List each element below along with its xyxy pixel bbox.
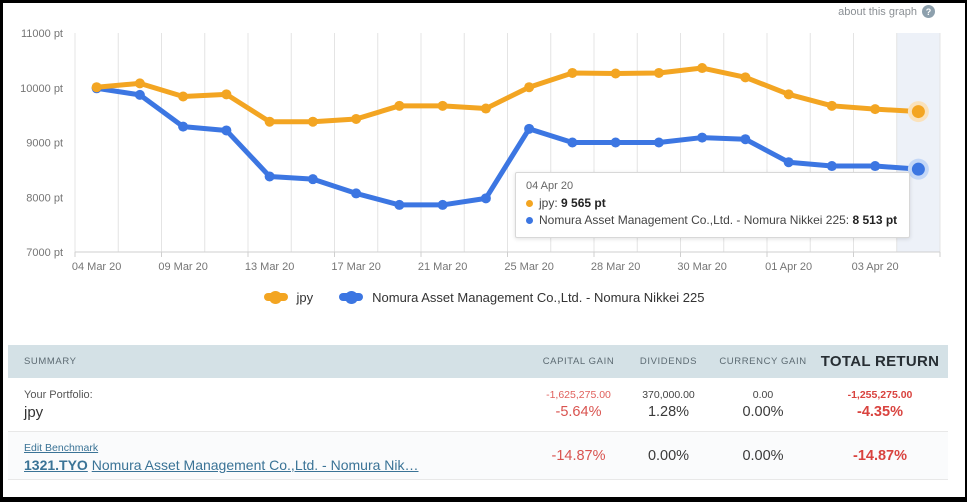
portfolio-dividends-percent: 1.28%: [647, 404, 690, 420]
svg-text:9000 pt: 9000 pt: [26, 138, 63, 150]
svg-text:7000 pt: 7000 pt: [26, 247, 63, 259]
col-header-currency-gain: Currency Gain: [719, 356, 807, 367]
tooltip-benchmark-value: 8 513 pt: [852, 213, 898, 227]
benchmark-capital-gain-percent: -14.87%: [551, 447, 606, 464]
col-header-capital-gain: Capital Gain: [542, 356, 615, 367]
benchmark-bullet-icon: [526, 217, 533, 224]
benchmark-ticker-link[interactable]: 1321.TYO: [24, 457, 88, 473]
svg-text:01 Apr 20: 01 Apr 20: [765, 261, 812, 273]
summary-table-header: Summary Capital Gain Dividends Currency …: [8, 345, 948, 378]
about-this-graph-label[interactable]: about this graph: [838, 5, 917, 18]
table-row-benchmark: Edit Benchmark 1321.TYO Nomura Asset Man…: [8, 431, 948, 480]
legend-item-benchmark[interactable]: Nomura Asset Management Co.,Ltd. - Nomur…: [339, 289, 705, 305]
edit-benchmark-link[interactable]: Edit Benchmark: [24, 442, 99, 454]
summary-table: Summary Capital Gain Dividends Currency …: [8, 345, 948, 480]
portfolio-dividends-amount: 370,000.00: [642, 389, 695, 401]
performance-chart[interactable]: 11000 pt 10000 pt 9000 pt 8000 pt 7000 pt 04 …: [3, 3, 953, 279]
portfolio-total-return-percent: -4.35%: [857, 404, 903, 420]
col-header-summary: Summary: [24, 356, 77, 367]
portfolio-capital-gain-amount: -1,625,275.00: [546, 389, 611, 401]
help-icon[interactable]: ?: [922, 5, 935, 18]
portfolio-currency-gain-percent: 0.00%: [742, 404, 784, 420]
portfolio-performance-panel: about this graph ? 11000 pt 10000 pt 9000 …: [3, 3, 965, 497]
benchmark-dot-icon: [344, 290, 358, 304]
col-header-total-return: Total Return: [820, 353, 940, 370]
benchmark-line-marker-icon: [339, 290, 364, 304]
table-row-portfolio: Your Portfolio: jpy -1,625,275.00 -5.64%…: [8, 378, 948, 431]
benchmark-currency-gain-percent: 0.00%: [742, 447, 784, 464]
svg-text:25 Mar 20: 25 Mar 20: [504, 261, 554, 273]
svg-text:11000 pt: 11000 pt: [21, 28, 63, 40]
svg-text:04 Mar 20: 04 Mar 20: [72, 261, 122, 273]
svg-text:17 Mar 20: 17 Mar 20: [331, 261, 381, 273]
about-this-graph[interactable]: about this graph ?: [838, 5, 935, 18]
benchmark-dividends-percent: 0.00%: [647, 447, 690, 464]
benchmark-name-link[interactable]: Nomura Asset Management Co.,Ltd. - Nomur…: [91, 457, 419, 473]
jpy-dot-icon: [269, 290, 282, 304]
svg-text:21 Mar 20: 21 Mar 20: [418, 261, 468, 273]
benchmark-total-return-percent: -14.87%: [852, 447, 907, 464]
jpy-line-marker-icon: [263, 290, 288, 304]
tooltip-row-jpy: jpy: 9 565 pt: [526, 195, 897, 212]
portfolio-capital-gain-percent: -5.64%: [555, 404, 602, 420]
col-header-dividends: Dividends: [639, 356, 698, 367]
tooltip-benchmark-label: Nomura Asset Management Co.,Ltd. - Nomur…: [539, 213, 850, 227]
svg-text:10000 pt: 10000 pt: [20, 83, 63, 95]
svg-text:8000 pt: 8000 pt: [26, 192, 63, 204]
svg-text:30 Mar 20: 30 Mar 20: [677, 261, 727, 273]
jpy-bullet-icon: [526, 200, 533, 207]
chart-legend: jpy Nomura Asset Management Co.,Ltd. - N…: [3, 287, 965, 307]
tooltip-jpy-value: 9 565 pt: [561, 196, 606, 210]
legend-label-benchmark: Nomura Asset Management Co.,Ltd. - Nomur…: [372, 289, 705, 305]
portfolio-total-return-amount: -1,255,275.00: [847, 389, 913, 401]
svg-text:28 Mar 20: 28 Mar 20: [591, 261, 641, 273]
legend-label-jpy: jpy: [296, 289, 314, 305]
legend-item-jpy[interactable]: jpy: [263, 289, 314, 305]
svg-text:09 Mar 20: 09 Mar 20: [158, 261, 208, 273]
svg-text:13 Mar 20: 13 Mar 20: [245, 261, 295, 273]
svg-text:03 Apr 20: 03 Apr 20: [852, 261, 899, 273]
portfolio-currency-gain-amount: 0.00: [752, 389, 774, 401]
chart-tooltip: 04 Apr 20 jpy: 9 565 pt Nomura Asset Man…: [515, 172, 911, 238]
portfolio-label: Your Portfolio:: [24, 388, 93, 401]
tooltip-row-benchmark: Nomura Asset Management Co.,Ltd. - Nomur…: [526, 212, 897, 229]
portfolio-name: jpy: [24, 403, 44, 421]
tooltip-jpy-label: jpy:: [539, 196, 558, 210]
tooltip-date: 04 Apr 20: [526, 180, 574, 192]
